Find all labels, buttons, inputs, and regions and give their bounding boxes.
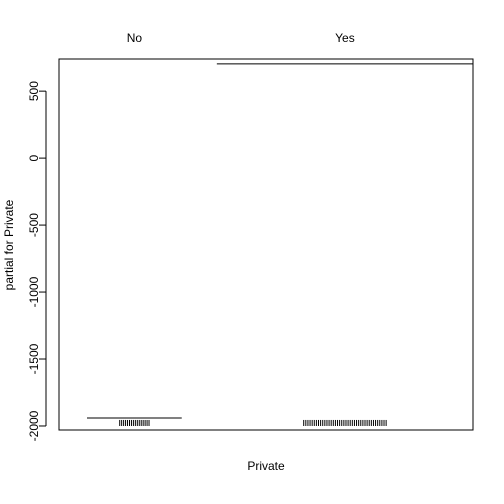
y-axis: -2000 -1500 -1000 -500 0 500 [27, 81, 47, 441]
category-labels: No Yes [127, 31, 355, 45]
y-tick-label: -1000 [27, 276, 41, 307]
plot-frame [58, 58, 474, 431]
category-levels [87, 63, 473, 419]
category-label-yes: Yes [335, 31, 355, 45]
y-tick-label: -1500 [27, 343, 41, 374]
y-tick-label: 500 [27, 81, 41, 101]
y-tick-label: -2000 [27, 410, 41, 441]
y-axis-label: partial for Private [2, 199, 16, 290]
x-axis-label: Private [247, 459, 285, 473]
category-label-no: No [127, 31, 143, 45]
y-tick-label: -500 [27, 213, 41, 237]
y-tick-label: 0 [27, 154, 41, 161]
rug-marks [119, 419, 387, 426]
